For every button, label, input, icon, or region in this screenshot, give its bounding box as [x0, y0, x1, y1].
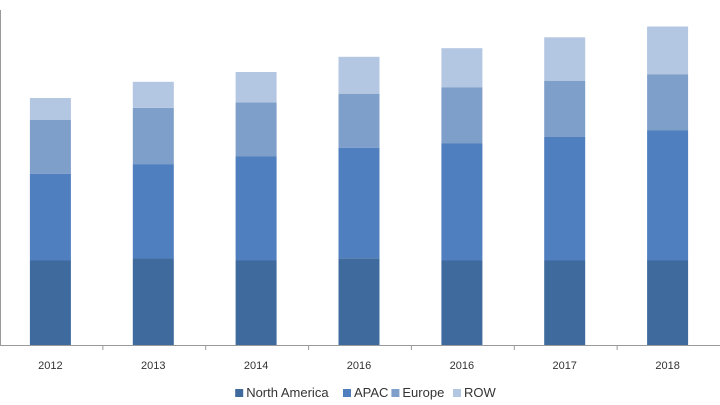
legend-swatch: [343, 389, 351, 397]
bar-north-america-1: [132, 258, 174, 345]
bar-apac-3: [338, 147, 380, 259]
bar-apac-2: [235, 156, 277, 261]
legend-swatch: [453, 389, 461, 397]
bar-row-6: [647, 26, 689, 75]
x-tick-label: 2018: [655, 360, 679, 372]
bar-row-4: [441, 48, 483, 88]
x-tick-label: 2012: [38, 360, 62, 372]
x-tick-label: 2017: [552, 360, 576, 372]
bar-north-america-0: [29, 260, 71, 345]
bar-apac-4: [441, 143, 483, 261]
x-tick-label: 2013: [141, 360, 165, 372]
bar-north-america-5: [544, 260, 586, 345]
bar-north-america-6: [647, 260, 689, 345]
bar-apac-5: [544, 137, 586, 261]
legend: North America APAC Europe ROW: [235, 385, 497, 400]
bar-apac-0: [29, 173, 71, 261]
bar-europe-2: [235, 102, 277, 157]
bar-apac-1: [132, 164, 174, 259]
legend-label: APAC: [354, 385, 388, 400]
bar-row-3: [338, 56, 380, 94]
bar-apac-6: [647, 130, 689, 261]
x-tick-marks: [102, 345, 618, 350]
bar-europe-1: [132, 107, 174, 165]
bar-north-america-4: [441, 260, 483, 345]
legend-swatch: [235, 389, 244, 397]
x-tick-labels: 2012 2013 2014 2016 2016 2017 2018: [38, 360, 680, 372]
bar-row-0: [29, 98, 71, 120]
x-tick-label: 2016: [347, 360, 371, 372]
legend-swatch: [391, 389, 400, 397]
x-tick-label: 2014: [244, 360, 268, 372]
x-tick-label: 2016: [450, 360, 474, 372]
legend-label: ROW: [464, 385, 497, 400]
legend-item-europe: Europe: [391, 385, 444, 400]
bars-layer: [29, 26, 689, 345]
bar-europe-5: [544, 80, 586, 137]
bar-row-1: [132, 81, 174, 108]
bar-europe-0: [29, 119, 71, 174]
bar-row-2: [235, 72, 277, 103]
bar-row-5: [544, 37, 586, 81]
legend-item-row: ROW: [453, 385, 497, 400]
legend-item-north-america: North America: [235, 385, 329, 400]
bar-north-america-3: [338, 258, 380, 345]
legend-label: Europe: [402, 385, 444, 400]
bar-europe-6: [647, 74, 689, 131]
bar-europe-3: [338, 93, 380, 148]
bar-europe-4: [441, 87, 483, 144]
legend-label: North America: [246, 385, 329, 400]
bar-north-america-2: [235, 260, 277, 345]
legend-item-apac: APAC: [343, 385, 388, 400]
